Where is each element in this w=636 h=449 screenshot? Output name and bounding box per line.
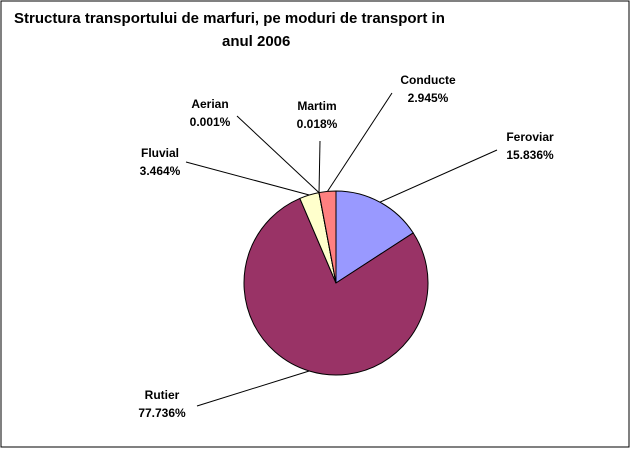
pie-slice-rutier xyxy=(243,197,429,376)
leader-line-fluvial xyxy=(185,161,310,196)
slice-label-value-conducte: 2.945% xyxy=(408,91,449,105)
slice-label-value-rutier: 77.736% xyxy=(138,406,186,420)
slice-label-name-fluvial: Fluvial xyxy=(141,146,179,160)
slice-label-name-martim: Martim xyxy=(297,99,336,113)
slice-label-name-feroviar: Feroviar xyxy=(506,130,554,144)
pie-slice-conducte xyxy=(318,190,337,284)
leader-line-aerian xyxy=(236,115,320,193)
slice-label-value-feroviar: 15.836% xyxy=(506,148,554,162)
leader-line-conducte xyxy=(327,92,393,192)
slice-label-value-martim: 0.018% xyxy=(297,117,338,131)
leader-line-rutier xyxy=(196,370,310,407)
chart-title-line-2: anul 2006 xyxy=(222,33,291,50)
slice-label-value-aerian: 0.001% xyxy=(190,115,231,129)
leader-line-martim xyxy=(318,140,321,193)
chart-title-line-1: Structura transportului de marfuri, pe m… xyxy=(14,10,445,27)
pie-slices xyxy=(243,190,429,376)
leader-line-feroviar xyxy=(379,149,498,203)
slice-label-name-conducte: Conducte xyxy=(400,73,456,87)
slice-label-name-rutier: Rutier xyxy=(145,388,180,402)
slice-label-name-aerian: Aerian xyxy=(191,97,228,111)
slice-label-value-fluvial: 3.464% xyxy=(140,164,181,178)
leader-lines xyxy=(185,92,498,407)
pie-slice-feroviar xyxy=(335,190,414,284)
slice-labels: Feroviar 15.836% Rutier 77.736% Fluvial 3.464… xyxy=(138,73,554,420)
